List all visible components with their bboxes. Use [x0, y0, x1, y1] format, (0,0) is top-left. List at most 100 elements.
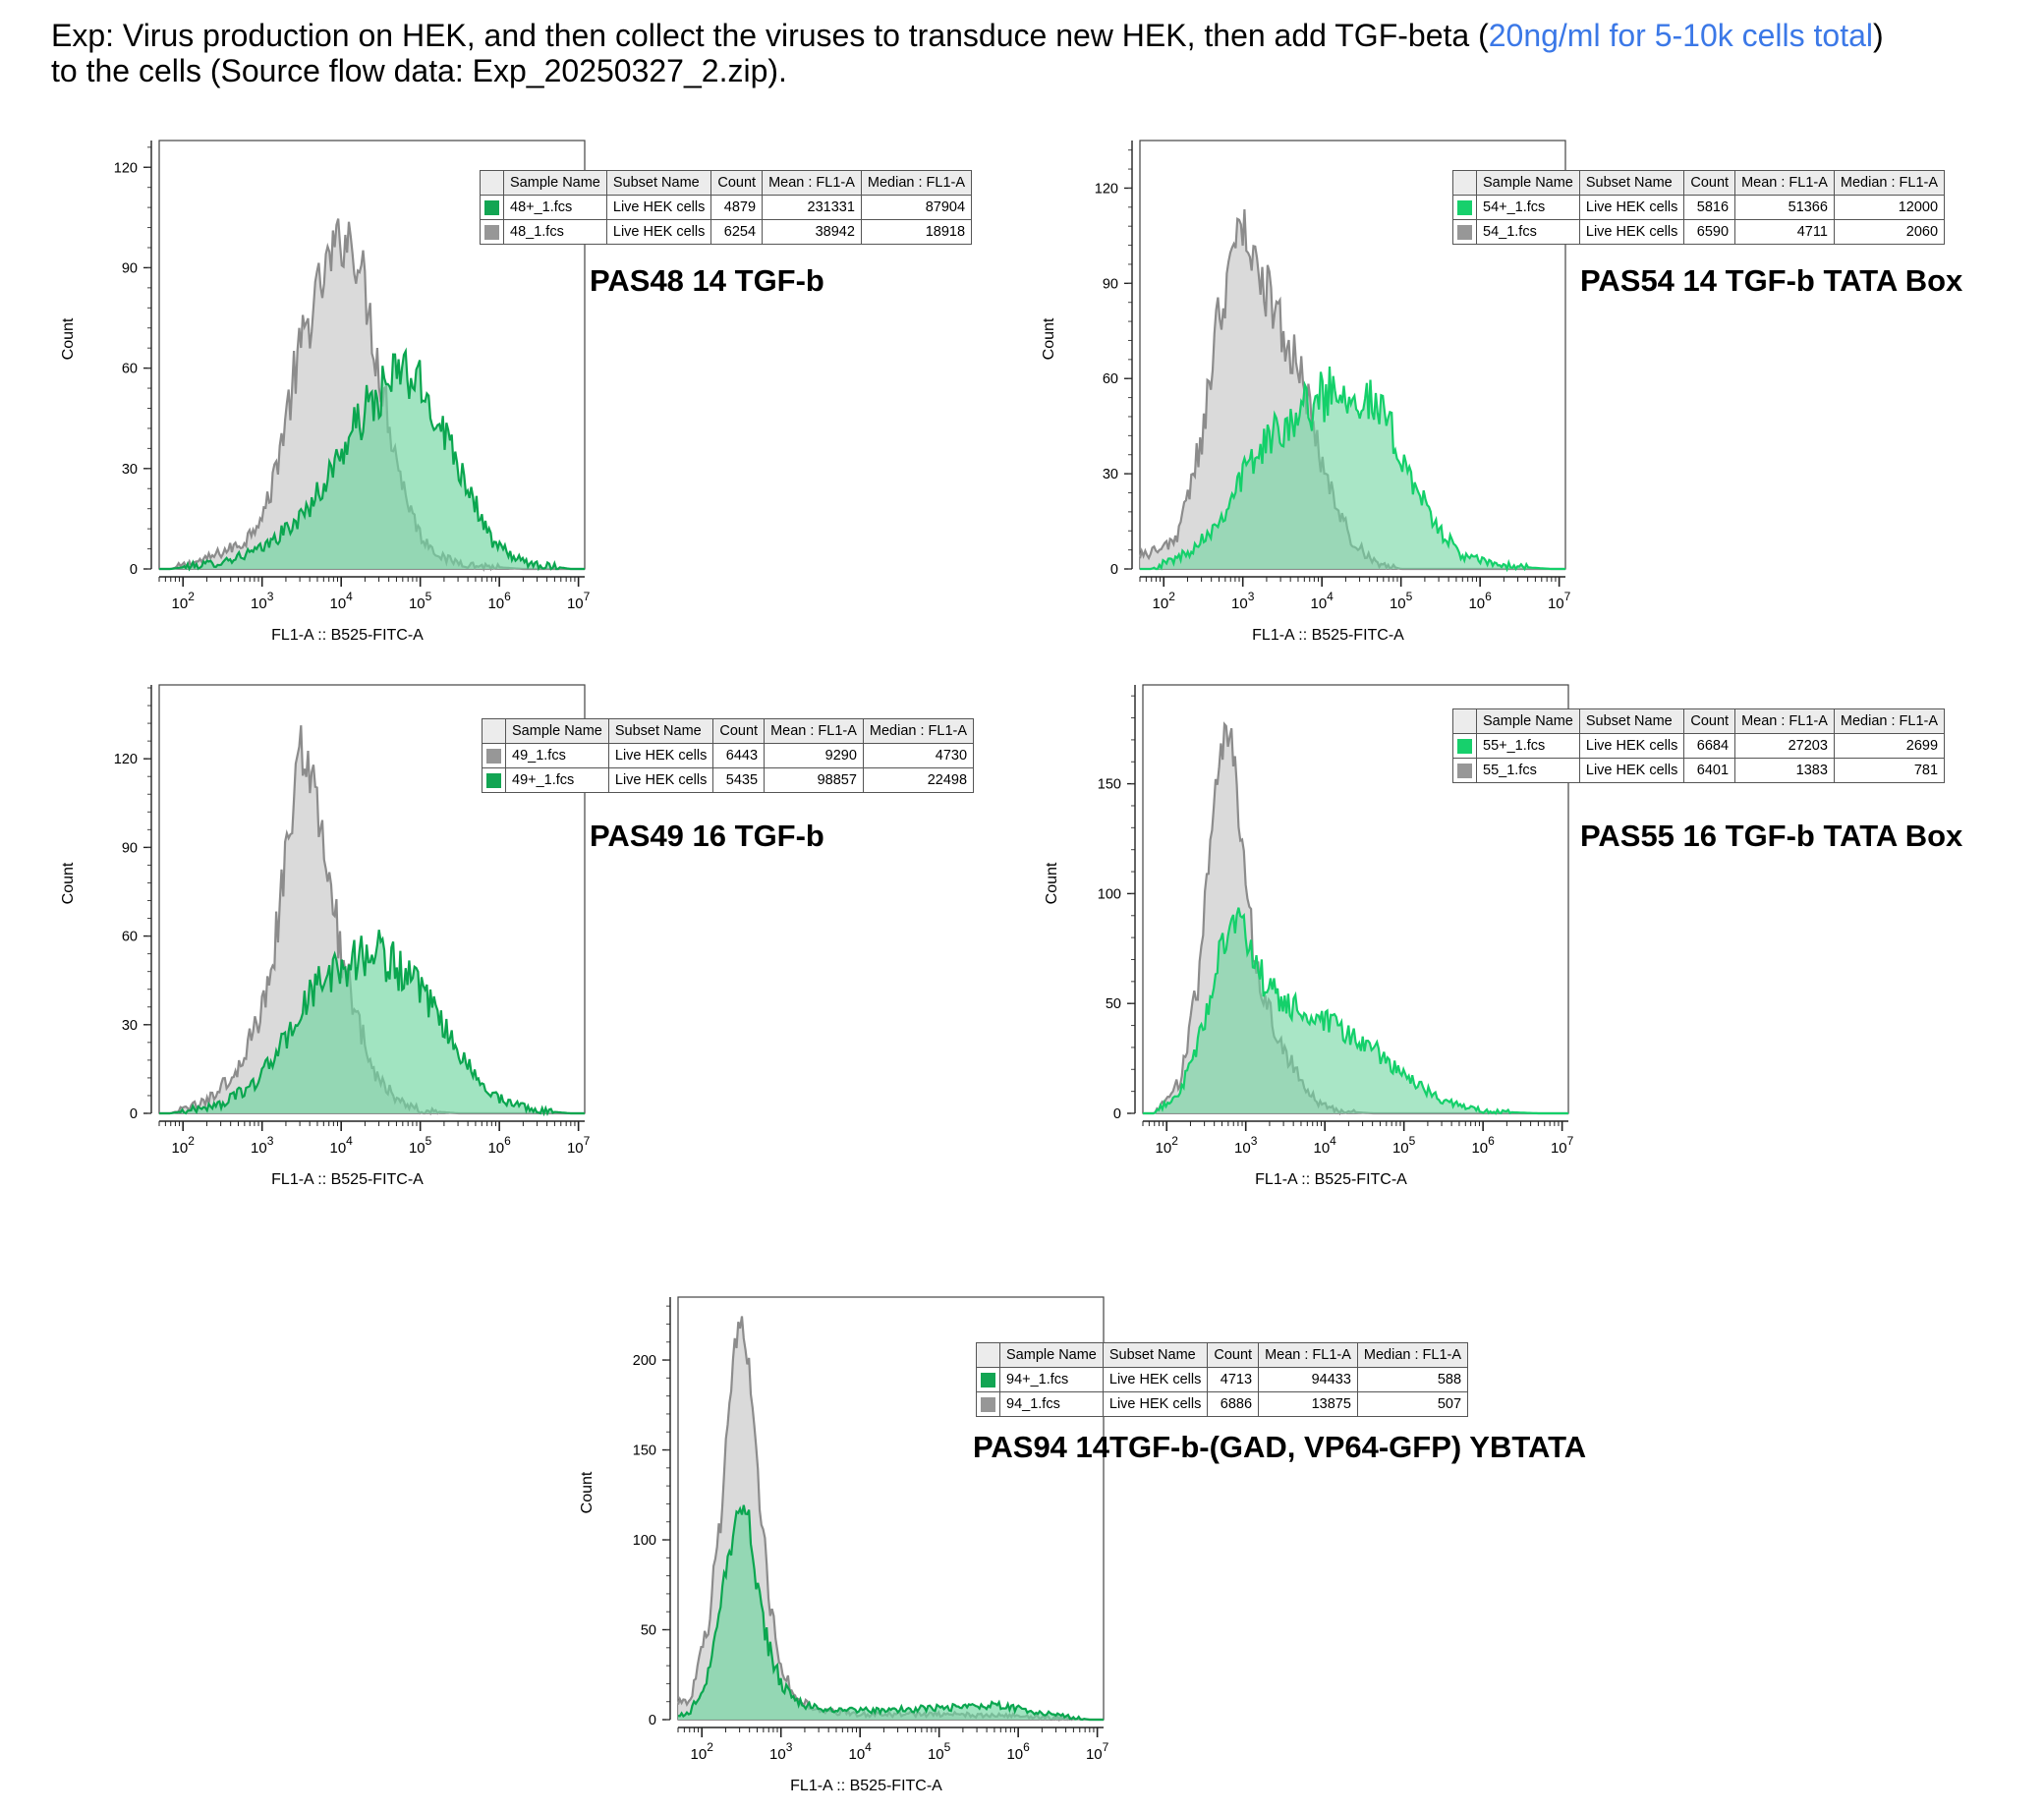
- color-swatch: [484, 224, 499, 240]
- series-area-55+_1.fcs: [1143, 907, 1568, 1113]
- cell-mean: 13875: [1258, 1391, 1358, 1417]
- cell-median: 507: [1356, 1391, 1469, 1417]
- x-tick-label: 106: [1006, 1740, 1030, 1763]
- y-tick-label: 90: [122, 260, 138, 276]
- column-header: Sample Name: [505, 718, 609, 744]
- table-header-row: Sample Name Subset Name Count Mean : FL1-A M…: [480, 170, 973, 196]
- statistics-table: Sample Name Subset Name Count Mean : FL1-A M…: [1452, 170, 1946, 245]
- cell-sample: 49+_1.fcs: [505, 767, 609, 793]
- column-header: Count: [1207, 1342, 1260, 1368]
- column-header: Mean : FL1-A: [762, 170, 862, 196]
- y-tick-label: 0: [130, 562, 138, 578]
- cell-subset: Live HEK cells: [1102, 1391, 1209, 1417]
- y-axis-label: Count: [60, 317, 77, 360]
- color-swatch: [486, 772, 501, 788]
- cell-count: 5816: [1683, 195, 1736, 220]
- experiment-description: Exp: Virus production on HEK, and then c…: [51, 18, 2007, 88]
- color-swatch: [486, 748, 501, 764]
- table-header-row: Sample Name Subset Name Count Mean : FL1-A M…: [482, 718, 975, 744]
- cell-sample: 55+_1.fcs: [1476, 733, 1580, 759]
- sample-swatch-cell: [1452, 195, 1477, 220]
- x-tick-label: 106: [487, 1134, 511, 1157]
- column-header: Median : FL1-A: [1833, 708, 1946, 734]
- column-header: Sample Name: [999, 1342, 1104, 1368]
- column-header: Median : FL1-A: [1833, 170, 1946, 196]
- x-tick-label: 107: [1548, 590, 1571, 612]
- color-swatch: [1457, 224, 1472, 240]
- cell-sample: 94_1.fcs: [999, 1391, 1104, 1417]
- sample-swatch-cell: [480, 195, 504, 220]
- x-tick-label: 104: [329, 1134, 353, 1157]
- cell-count: 6684: [1683, 733, 1736, 759]
- statistics-table: Sample Name Subset Name Count Mean : FL1-A M…: [1452, 708, 1946, 783]
- y-tick-label: 100: [633, 1533, 656, 1549]
- series-line-54+_1.fcs: [1140, 367, 1565, 573]
- x-axis-label: FL1-A :: B525-FITC-A: [271, 1171, 424, 1188]
- y-tick-label: 50: [1106, 996, 1121, 1012]
- cell-subset: Live HEK cells: [605, 195, 712, 220]
- y-tick-label: 90: [1103, 276, 1118, 292]
- table-row: 94+_1.fcs Live HEK cells 4713 94433 588: [976, 1367, 1469, 1392]
- cell-subset: Live HEK cells: [1578, 219, 1685, 245]
- column-header: Subset Name: [1578, 708, 1685, 734]
- column-header: Median : FL1-A: [1356, 1342, 1469, 1368]
- column-header: Sample Name: [1476, 708, 1580, 734]
- cell-count: 6401: [1683, 758, 1736, 783]
- x-tick-label: 103: [251, 590, 274, 612]
- statistics-table: Sample Name Subset Name Count Mean : FL1-A M…: [480, 170, 973, 245]
- table-row: 48_1.fcs Live HEK cells 6254 38942 18918: [480, 219, 973, 245]
- column-header: Count: [710, 170, 764, 196]
- column-header: Median : FL1-A: [862, 718, 975, 744]
- x-tick-label: 105: [1392, 1134, 1416, 1157]
- cell-subset: Live HEK cells: [607, 743, 714, 768]
- column-header: Median : FL1-A: [860, 170, 973, 196]
- y-tick-label: 0: [1113, 1106, 1121, 1122]
- y-tick-label: 30: [1103, 467, 1118, 482]
- y-tick-label: 60: [1103, 371, 1118, 387]
- cell-median: 4730: [862, 743, 975, 768]
- x-tick-label: 105: [928, 1740, 951, 1763]
- y-axis-label: Count: [1044, 862, 1060, 904]
- cell-mean: 51366: [1734, 195, 1835, 220]
- y-tick-label: 0: [649, 1713, 656, 1728]
- column-header: Count: [712, 718, 766, 744]
- statistics-table: Sample Name Subset Name Count Mean : FL1-A M…: [976, 1342, 1469, 1417]
- cell-mean: 9290: [764, 743, 864, 768]
- color-swatch: [981, 1396, 995, 1412]
- x-tick-label: 107: [567, 1134, 591, 1157]
- plot-title: PAS94 14TGF-b-(GAD, VP64-GFP) YBTATA: [973, 1430, 1587, 1464]
- column-header: Sample Name: [1476, 170, 1580, 196]
- tgf-concentration-highlight: 20ng/ml for 5-10k cells total: [1488, 18, 1874, 53]
- description-text: Exp: Virus production on HEK, and then c…: [51, 18, 1489, 53]
- x-tick-label: 103: [1234, 1134, 1258, 1157]
- x-tick-label: 106: [1468, 590, 1492, 612]
- x-tick-label: 102: [691, 1740, 714, 1763]
- x-axis-label: FL1-A :: B525-FITC-A: [790, 1778, 942, 1794]
- description-text-close: ): [1873, 18, 1884, 53]
- table-row: 49_1.fcs Live HEK cells 6443 9290 4730: [482, 743, 975, 768]
- sample-swatch-cell: [976, 1391, 1000, 1417]
- column-header: Sample Name: [503, 170, 607, 196]
- x-tick-label: 107: [1551, 1134, 1574, 1157]
- column-header: Count: [1683, 708, 1736, 734]
- plot-title: PAS54 14 TGF-b TATA Box: [1580, 263, 1963, 298]
- x-tick-label: 102: [1156, 1134, 1179, 1157]
- plot-title: PAS48 14 TGF-b: [590, 263, 824, 298]
- cell-mean: 94433: [1258, 1367, 1358, 1392]
- cell-mean: 231331: [762, 195, 862, 220]
- sample-swatch-cell: [976, 1367, 1000, 1392]
- column-header: Subset Name: [1578, 170, 1685, 196]
- swatch-column-header: [1452, 708, 1477, 734]
- x-tick-label: 107: [567, 590, 591, 612]
- cell-sample: 48+_1.fcs: [503, 195, 607, 220]
- plot-title: PAS49 16 TGF-b: [590, 819, 824, 853]
- series-area-94+_1.fcs: [678, 1504, 1104, 1720]
- y-tick-label: 30: [122, 1018, 138, 1034]
- y-tick-label: 120: [114, 752, 138, 767]
- y-tick-label: 100: [1098, 886, 1121, 902]
- cell-count: 6590: [1683, 219, 1736, 245]
- y-tick-label: 30: [122, 462, 138, 478]
